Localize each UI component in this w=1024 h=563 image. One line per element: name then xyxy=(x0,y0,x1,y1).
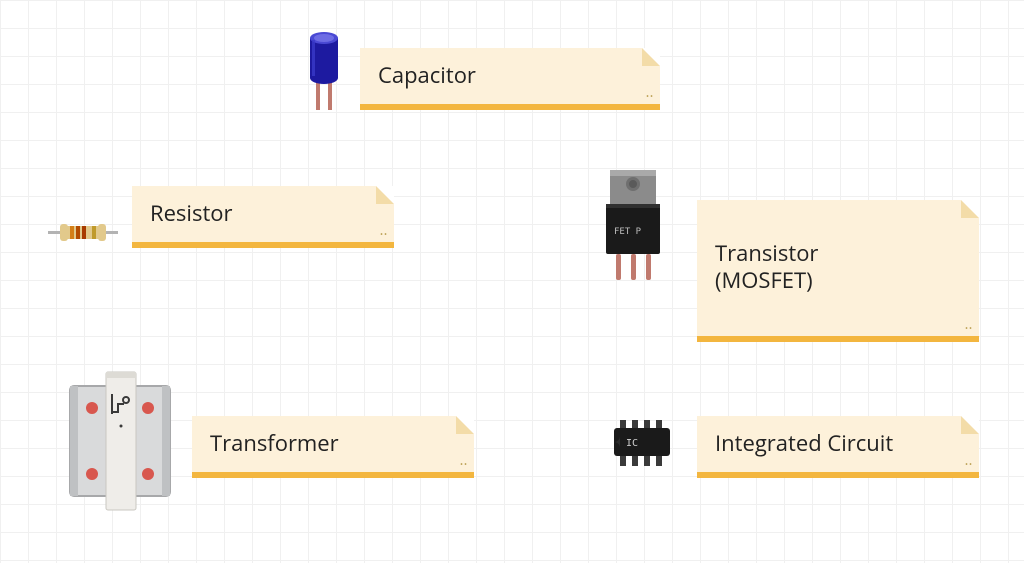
resistor-icon xyxy=(48,218,118,253)
transformer-icon xyxy=(60,366,180,521)
transformer-label-text: Transformer xyxy=(210,428,339,458)
transistor-label: Transistor (MOSFET) •• xyxy=(697,200,979,342)
capacitor-label: Capacitor •• xyxy=(360,48,660,110)
transistor-body-text: FET P xyxy=(614,227,642,237)
resistor-label-text: Resistor xyxy=(150,198,233,228)
transistor-icon: FET P xyxy=(598,170,668,295)
resistor-label: Resistor •• xyxy=(132,186,394,248)
capacitor-icon xyxy=(300,20,348,125)
ic-icon: IC xyxy=(610,420,678,475)
transistor-label-text: Transistor (MOSFET) xyxy=(715,238,818,296)
capacitor-label-text: Capacitor xyxy=(378,60,476,90)
ic-label-text: Integrated Circuit xyxy=(715,428,893,458)
ic-label: Integrated Circuit •• xyxy=(697,416,979,478)
transformer-label: Transformer •• xyxy=(192,416,474,478)
ic-body-text: IC xyxy=(626,438,638,449)
